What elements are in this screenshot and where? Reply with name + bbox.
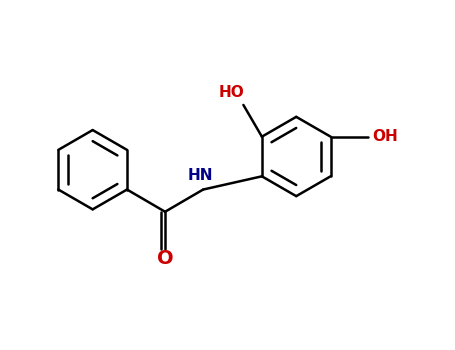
Text: HN: HN xyxy=(188,168,213,183)
Text: HO: HO xyxy=(219,85,245,100)
Text: OH: OH xyxy=(372,129,398,144)
Text: O: O xyxy=(157,249,173,268)
